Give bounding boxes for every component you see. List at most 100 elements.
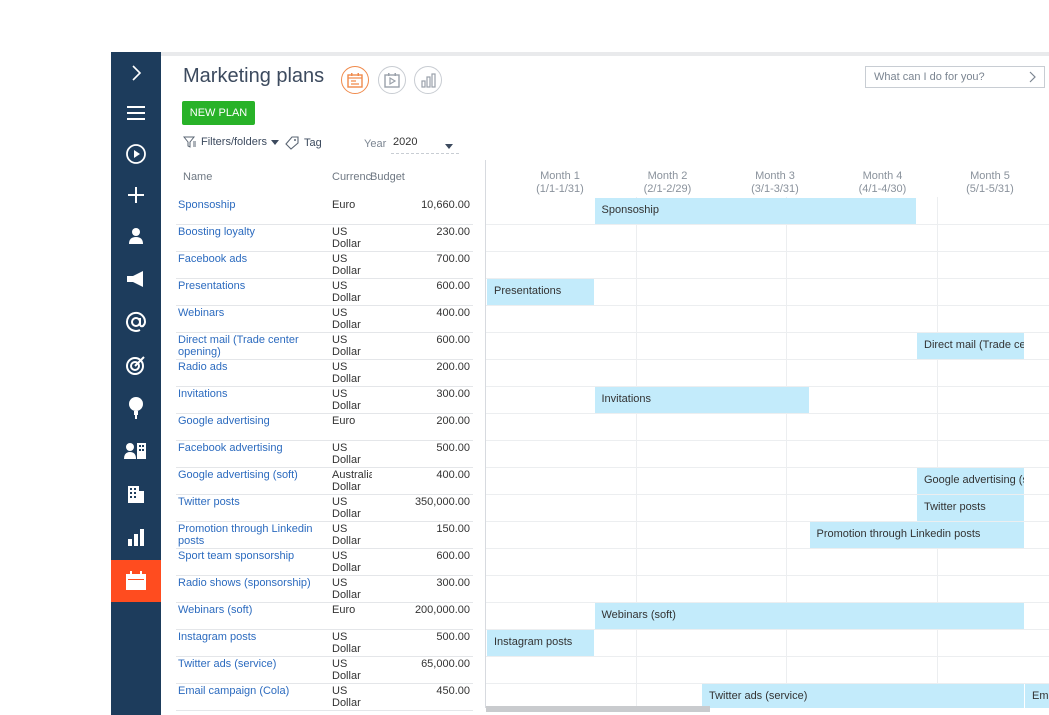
gantt-row [486,360,1049,387]
table-row[interactable]: Instagram posts US Dollar 500.00 [176,630,473,657]
gantt-bar[interactable]: Webinars (soft) [594,603,1024,629]
table-row[interactable]: Radio shows (sponsorship) US Dollar 300.00 [176,576,473,603]
currency-text: US [332,658,348,670]
plan-name-link[interactable]: Radio shows (sponsorship) [178,577,311,589]
table-row[interactable]: Presentations US Dollar 600.00 [176,279,473,306]
table-row[interactable]: Webinars (soft) Euro 200,000.00 [176,603,473,630]
currency-text: US [332,496,348,508]
analytics-view-icon[interactable] [414,66,442,94]
menu-icon[interactable] [111,92,161,134]
plan-name-link[interactable]: Boosting loyalty [178,226,256,238]
horizontal-scrollbar[interactable] [486,706,710,712]
gantt-bar[interactable]: Google advertising (soft) [917,468,1024,494]
currency-text: Euro [332,604,356,616]
year-select[interactable]: 2020 [391,136,459,154]
plan-name-link[interactable]: Facebook ads [178,253,248,265]
gantt-bar[interactable]: Direct mail (Trade center opening) [917,333,1024,359]
gantt-row [486,495,1049,522]
table-row[interactable]: Facebook advertising US Dollar 500.00 [176,441,473,468]
table-row[interactable]: Invitations US Dollar 300.00 [176,387,473,414]
sidebar [111,52,161,715]
gantt-bar[interactable]: Presentations [487,279,594,305]
column-header-currency[interactable]: Currenc [332,171,372,183]
gantt-bar[interactable]: Twitter posts [917,495,1024,521]
table-row[interactable]: Twitter posts US Dollar 350,000.00 [176,495,473,522]
plan-name-link[interactable]: Facebook advertising [178,442,283,454]
budget-cell: 200,000.00 [414,604,470,616]
filters-folders-button[interactable]: Filters/folders [183,136,280,148]
play-icon[interactable] [111,133,161,175]
calendar-view-icon[interactable] [341,66,369,94]
calendar-icon[interactable] [111,560,161,602]
building-icon[interactable] [111,473,161,515]
gantt-chart: Month 1 (1/1-1/31) Month 2 (2/1-2/29) Month … [486,160,1049,708]
table-row[interactable]: Google advertising Euro 200.00 [176,414,473,441]
grid-splitter[interactable] [485,160,486,708]
at-sign-icon[interactable] [111,301,161,343]
gantt-bar[interactable]: Twitter ads (service) [702,684,1024,708]
currency-text: Dollar [332,589,361,601]
column-header-budget[interactable]: Budget [370,171,405,183]
plan-name-link[interactable]: Twitter ads (service) [178,658,277,670]
chevron-right-icon[interactable] [1028,71,1036,86]
lightbulb-icon[interactable] [111,387,161,429]
target-icon[interactable] [111,344,161,386]
month-label: Month 1 [540,170,580,182]
megaphone-icon[interactable] [111,258,161,300]
plan-name-link[interactable]: Direct mail (Trade center opening) [178,334,299,358]
new-plan-button[interactable]: NEW PLAN [182,101,255,125]
filter-icon [183,136,197,148]
plan-name-link[interactable]: Instagram posts [178,631,257,643]
currency-cell: US Dollar [332,523,372,547]
currency-text: US [332,631,348,643]
plan-name-link[interactable]: Webinars (soft) [178,604,253,616]
table-row[interactable]: Email campaign (Cola) US Dollar 450.00 [176,684,473,711]
gantt-bar[interactable]: Ema [1025,684,1049,708]
plan-name-link[interactable]: Twitter posts [178,496,240,508]
column-header-name[interactable]: Name [183,171,213,183]
bar-chart-icon[interactable] [111,516,161,558]
accounts-icon[interactable] [111,430,161,472]
plan-name-link[interactable]: Presentations [178,280,246,292]
table-row[interactable]: Twitter ads (service) US Dollar 65,000.00 [176,657,473,684]
tag-button[interactable]: Tag [285,136,322,150]
chevron-right-icon[interactable] [111,52,161,94]
currency-text: US [332,280,348,292]
table-row[interactable]: Webinars US Dollar 400.00 [176,306,473,333]
gantt-row [486,252,1049,279]
plan-name-link[interactable]: Invitations [178,388,228,400]
table-row[interactable]: Direct mail (Trade center opening) US Doll… [176,333,473,360]
table-row[interactable]: Sport team sponsorship US Dollar 600.00 [176,549,473,576]
search-input[interactable]: What can I do for you? [865,66,1045,88]
budget-cell: 450.00 [436,685,470,697]
plan-name-link[interactable]: Email campaign (Cola) [178,685,290,697]
month-header: Month 4 (4/1-4/30) [829,170,937,196]
table-row[interactable]: Boosting loyalty US Dollar 230.00 [176,225,473,252]
budget-cell: 600.00 [436,550,470,562]
gantt-bar[interactable]: Promotion through Linkedin posts [809,522,1024,548]
gantt-row [486,387,1049,414]
plus-icon[interactable] [111,174,161,216]
timeline-view-icon[interactable] [378,66,406,94]
table-row[interactable]: Google advertising (soft) Australia Dollar… [176,468,473,495]
plan-name-link[interactable]: Sport team sponsorship [178,550,295,562]
plan-name-link[interactable]: Sponsoship [178,199,236,211]
table-row[interactable]: Promotion through Linkedin posts US Dollar… [176,522,473,549]
gantt-gridline [937,197,938,708]
gantt-bar[interactable]: Invitations [594,387,809,413]
table-row[interactable]: Radio ads US Dollar 200.00 [176,360,473,387]
plan-name-link[interactable]: Google advertising (soft) [178,469,298,481]
gantt-bar[interactable]: Instagram posts [487,630,594,656]
contact-icon[interactable] [111,215,161,257]
currency-cell: US Dollar [332,361,372,385]
table-row[interactable]: Sponsoship Euro 10,660.00 [176,198,473,225]
plan-name-link[interactable]: Promotion through Linkedin posts [178,523,313,547]
plan-name-link[interactable]: Radio ads [178,361,228,373]
page-title: Marketing plans [183,65,325,87]
budget-cell: 600.00 [436,334,470,346]
month-range: (2/1-2/29) [643,183,692,195]
table-row[interactable]: Facebook ads US Dollar 700.00 [176,252,473,279]
plan-name-link[interactable]: Webinars [178,307,225,319]
gantt-bar[interactable]: Sponsoship [594,198,916,224]
plan-name-link[interactable]: Google advertising [178,415,270,427]
